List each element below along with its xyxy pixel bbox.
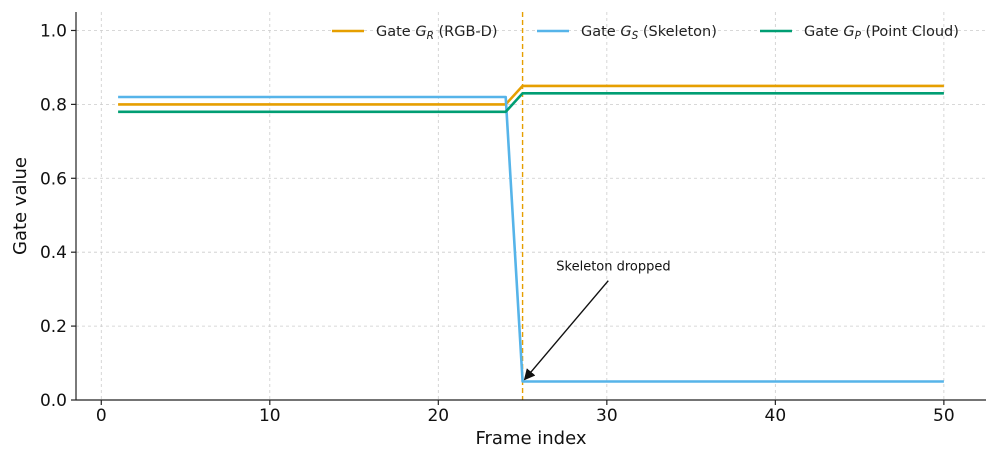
x-tick-label: 0 — [96, 406, 107, 426]
annotation: Skeleton dropped — [523, 260, 671, 381]
grid — [76, 12, 986, 401]
y-tick-label: 0.8 — [40, 95, 67, 115]
y-tick-label: 0.2 — [40, 317, 67, 337]
y-tick-label: 0.0 — [40, 391, 67, 411]
x-tick-label: 20 — [427, 406, 449, 426]
x-tick-label: 30 — [596, 406, 618, 426]
legend-entry-pointcloud: Gate GP (Point Cloud) — [804, 24, 959, 42]
legend: Gate GR (RGB-D) Gate GS (Skeleton) Gate GP… — [332, 24, 959, 42]
legend-entry-rgbd: Gate GR (RGB-D) — [376, 24, 497, 42]
y-tick-label: 1.0 — [40, 21, 67, 41]
series-line-pointcloud — [118, 92, 944, 114]
y-axis-label: Gate value — [10, 157, 31, 255]
y-tick-label: 0.4 — [40, 243, 67, 263]
series — [118, 84, 944, 383]
x-tick-label: 40 — [765, 406, 787, 426]
x-tick-label: 10 — [259, 406, 281, 426]
series-line-rgbd — [118, 84, 944, 106]
y-tick-label: 0.6 — [40, 169, 67, 189]
annotation-arrow — [523, 280, 609, 381]
axes: 0 10 20 30 40 50 0.0 0.2 0.4 0.6 0.8 1.0 Frame index… — [10, 12, 986, 449]
legend-entry-skeleton: Gate GS (Skeleton) — [581, 24, 717, 42]
x-tick-label: 50 — [933, 406, 955, 426]
series-line-skeleton — [118, 95, 944, 383]
annotation-text: Skeleton dropped — [556, 260, 670, 275]
x-axis-label: Frame index — [475, 428, 586, 449]
